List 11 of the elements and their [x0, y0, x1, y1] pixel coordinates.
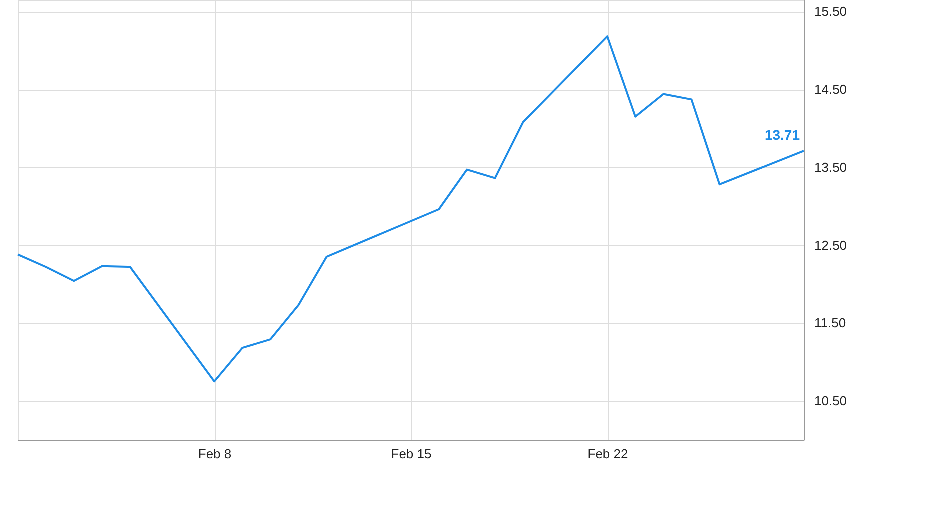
- x-tick-label: Feb 15: [391, 446, 432, 462]
- y-tick-label: 13.50: [814, 160, 848, 175]
- y-tick-label: 14.50: [814, 82, 848, 98]
- x-tick-label: Feb 8: [198, 446, 232, 462]
- y-tick-label: 11.50: [814, 316, 846, 331]
- x-tick-label: Feb 22: [588, 446, 628, 462]
- annotation: 13.71: [764, 127, 800, 144]
- y-tick-label: 12.50: [814, 238, 848, 253]
- line-series: [17, 36, 805, 383]
- y-tick-label: 15.50: [814, 4, 848, 20]
- y-tick-label: 10.50: [814, 394, 848, 409]
